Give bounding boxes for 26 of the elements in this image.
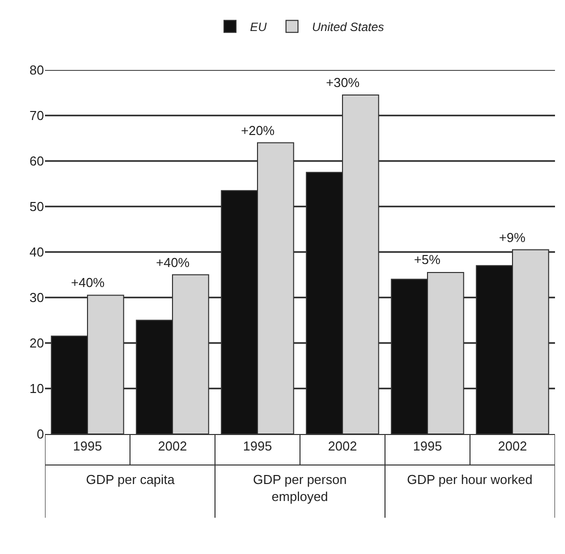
x-tick-label: 1995 — [73, 438, 102, 454]
x-tick-label: 2002 — [328, 438, 357, 454]
annotation: +5% — [414, 252, 441, 267]
x-tick-label: 2002 — [158, 438, 187, 454]
x-tick-label: 2002 — [498, 438, 527, 454]
x-tick-label: 1995 — [243, 438, 272, 454]
annotation: +40% — [71, 275, 106, 290]
annotation: +9% — [499, 230, 526, 245]
y-tick-label: 40 — [30, 244, 44, 260]
y-tick-label: 30 — [30, 290, 44, 306]
y-tick-label: 80 — [30, 62, 44, 78]
y-tick-label: 50 — [30, 199, 44, 214]
annotation: +30% — [326, 75, 360, 90]
legend-label: EU — [250, 20, 268, 34]
y-tick-label: 70 — [30, 108, 44, 124]
text: GDP per capita — [86, 472, 176, 487]
y-tick-label: 60 — [30, 154, 44, 169]
y-tick-label: 0 — [36, 426, 44, 442]
y-tick-label: 10 — [30, 381, 44, 396]
legend-label: United States — [312, 20, 384, 34]
annotation: +20% — [241, 123, 276, 138]
x-tick-label: 1995 — [413, 438, 442, 454]
annotation: +40% — [156, 255, 190, 270]
text: GDP per hour worked — [407, 472, 532, 487]
y-tick-label: 20 — [30, 336, 44, 351]
text: GDP per person employed — [253, 472, 347, 504]
